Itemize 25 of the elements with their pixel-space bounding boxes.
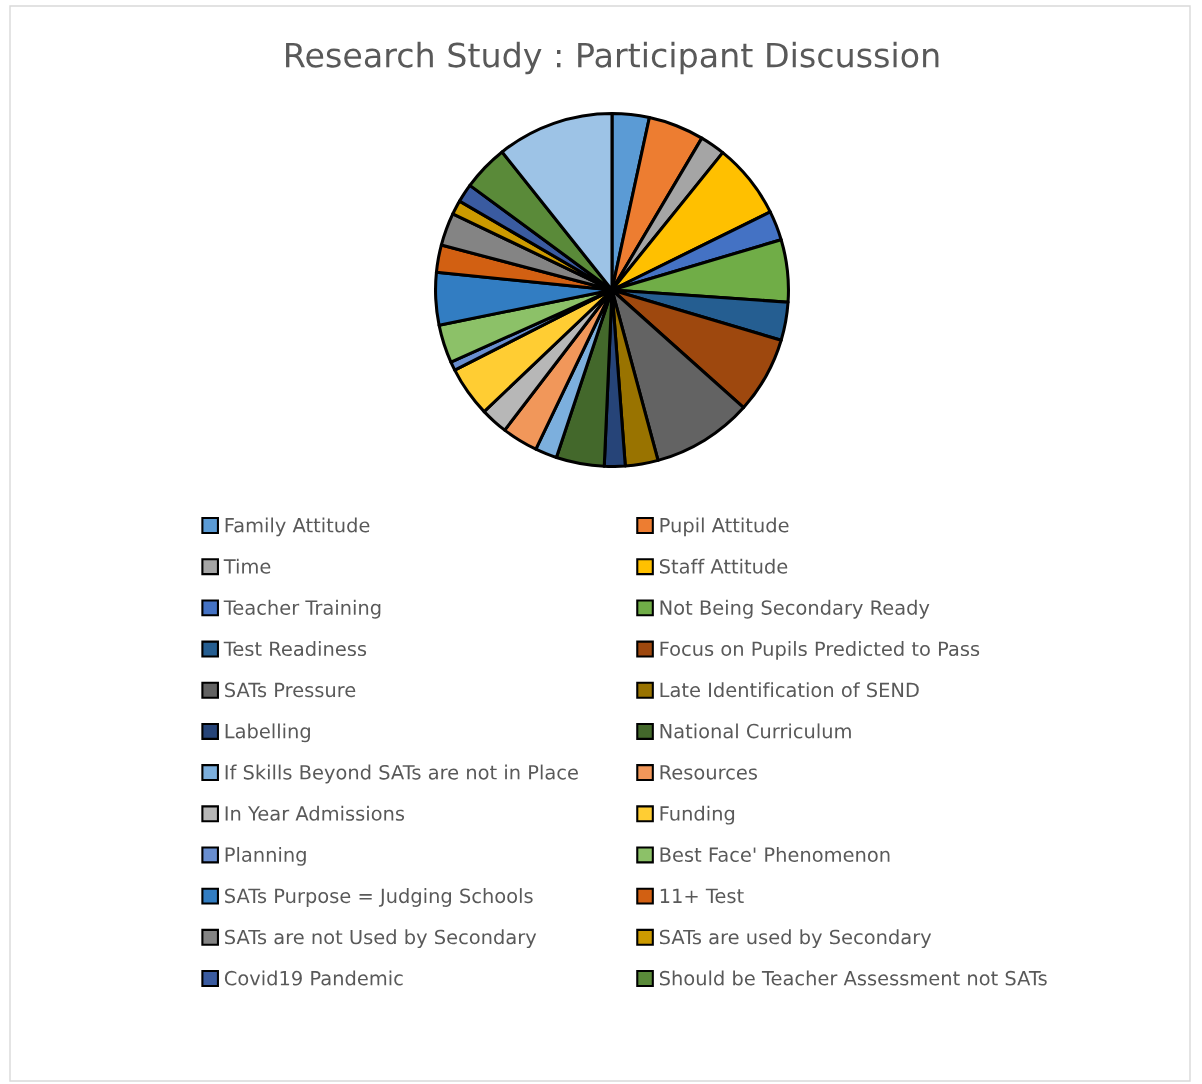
legend-label: Late Identification of SEND bbox=[660, 682, 919, 698]
legend-label: Planning bbox=[225, 846, 306, 866]
legend-label: SATs are used by Secondary bbox=[659, 929, 932, 949]
legend-label: Should be Teacher Assessment not SATs bbox=[659, 970, 1047, 986]
legend-label: Funding bbox=[660, 805, 735, 825]
legend-label: Staff Attitude bbox=[659, 558, 788, 574]
legend-label: Family Attitude bbox=[225, 517, 370, 537]
legend-label: National Curriculum bbox=[660, 723, 851, 739]
legend-label: 11+ Test bbox=[660, 888, 744, 904]
legend-label: Pupil Attitude bbox=[660, 517, 789, 537]
legend-label: Focus on Pupils Predicted to Pass bbox=[660, 641, 980, 660]
legend-label: Covid19 Pandemic bbox=[224, 970, 403, 986]
legend-label: Not Being Secondary Ready bbox=[660, 599, 930, 619]
legend-label: Test Readiness bbox=[223, 641, 367, 657]
legend-label: SATs Pressure bbox=[225, 682, 356, 698]
legend-label: Teacher Training bbox=[223, 599, 381, 619]
legend-label: SATs Purpose = Judging Schools bbox=[225, 888, 533, 907]
legend-label: If Skills Beyond SATs are not in Place bbox=[225, 764, 578, 784]
legend-label: SATs are not Used by Secondary bbox=[225, 929, 537, 949]
legend-label: Time bbox=[223, 558, 271, 574]
legend-label: Resources bbox=[660, 765, 757, 780]
legend-label: In Year Admissions bbox=[225, 805, 405, 821]
legend-label: Best Face' Phenomenon bbox=[660, 846, 890, 862]
legend-label: Labelling bbox=[225, 723, 310, 743]
chart-title: Research Study : Participant Discussion bbox=[286, 41, 939, 75]
